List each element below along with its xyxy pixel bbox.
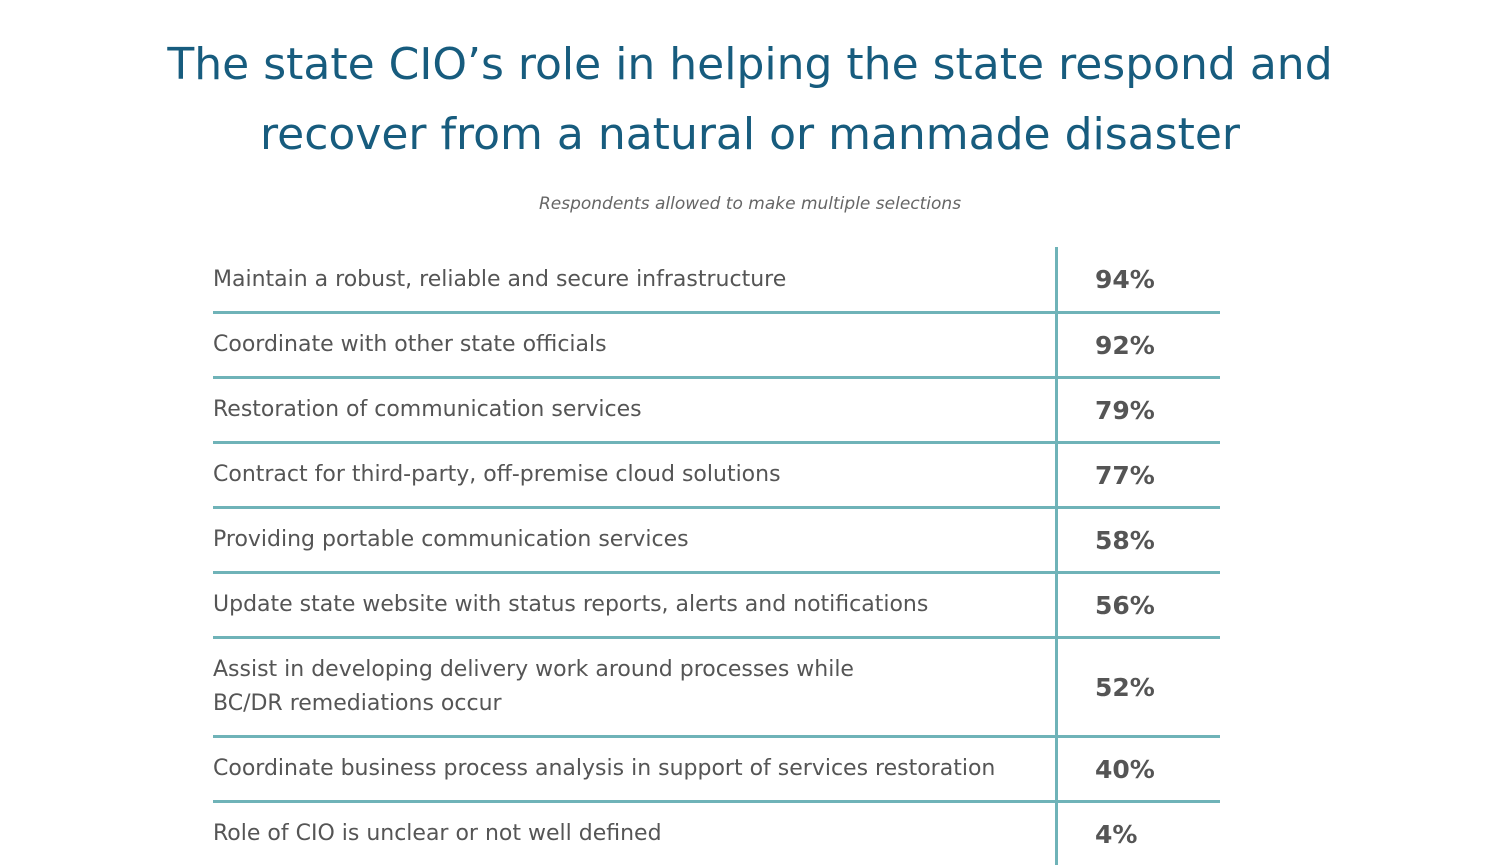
row-value: 92% bbox=[1095, 330, 1155, 360]
table-row: Coordinate with other state officials 92% bbox=[213, 314, 1220, 379]
row-value: 94% bbox=[1095, 264, 1155, 294]
row-label: Assist in developing delivery work aroun… bbox=[213, 657, 854, 716]
row-value: 58% bbox=[1095, 525, 1155, 555]
row-value: 40% bbox=[1095, 754, 1155, 784]
row-label: Providing portable communication service… bbox=[213, 527, 689, 552]
row-label-cell: Assist in developing delivery work aroun… bbox=[213, 639, 1058, 735]
table-row: Role of CIO is unclear or not well defin… bbox=[213, 803, 1220, 865]
row-label-cell: Role of CIO is unclear or not well defin… bbox=[213, 803, 1058, 865]
table-row: Assist in developing delivery work aroun… bbox=[213, 639, 1220, 738]
row-label-cell: Restoration of communication services bbox=[213, 379, 1058, 441]
subtitle: Respondents allowed to make multiple sel… bbox=[538, 194, 962, 214]
row-label-cell: Update state website with status reports… bbox=[213, 574, 1058, 636]
row-label: Coordinate with other state officials bbox=[213, 332, 607, 357]
row-label: Maintain a robust, reliable and secure i… bbox=[213, 267, 787, 292]
row-label-cell: Contract for third-party, off-premise cl… bbox=[213, 444, 1058, 506]
row-label: Restoration of communication services bbox=[213, 397, 642, 422]
page: {"header": {"title": "The state CIO’s ro… bbox=[167, 39, 1333, 865]
row-label-cell: Coordinate business process analysis in … bbox=[213, 738, 1058, 800]
row-value: 77% bbox=[1095, 460, 1155, 490]
row-value: 79% bbox=[1095, 395, 1155, 425]
row-value: 52% bbox=[1095, 672, 1155, 702]
table-row: Contract for third-party, off-premise cl… bbox=[213, 444, 1220, 509]
row-label: Role of CIO is unclear or not well defin… bbox=[213, 821, 662, 846]
table-row: Restoration of communication services 79% bbox=[213, 379, 1220, 444]
table-row: Update state website with status reports… bbox=[213, 574, 1220, 639]
row-label: Coordinate business process analysis in … bbox=[213, 756, 996, 781]
table-row: Coordinate business process analysis in … bbox=[213, 738, 1220, 803]
table-row: Providing portable communication service… bbox=[213, 509, 1220, 574]
row-value: 56% bbox=[1095, 590, 1155, 620]
row-label: Update state website with status reports… bbox=[213, 592, 929, 617]
row-label-cell: Maintain a robust, reliable and secure i… bbox=[213, 247, 1058, 311]
table-row: Maintain a robust, reliable and secure i… bbox=[213, 247, 1220, 314]
row-value: 4% bbox=[1095, 819, 1138, 849]
row-label: Contract for third-party, off-premise cl… bbox=[213, 462, 781, 487]
table: Maintain a robust, reliable and secure i… bbox=[213, 247, 1220, 865]
title: The state CIO’s role in helping the stat… bbox=[167, 39, 1333, 160]
row-label-cell: Providing portable communication service… bbox=[213, 509, 1058, 571]
row-label-cell: Coordinate with other state officials bbox=[213, 314, 1058, 376]
